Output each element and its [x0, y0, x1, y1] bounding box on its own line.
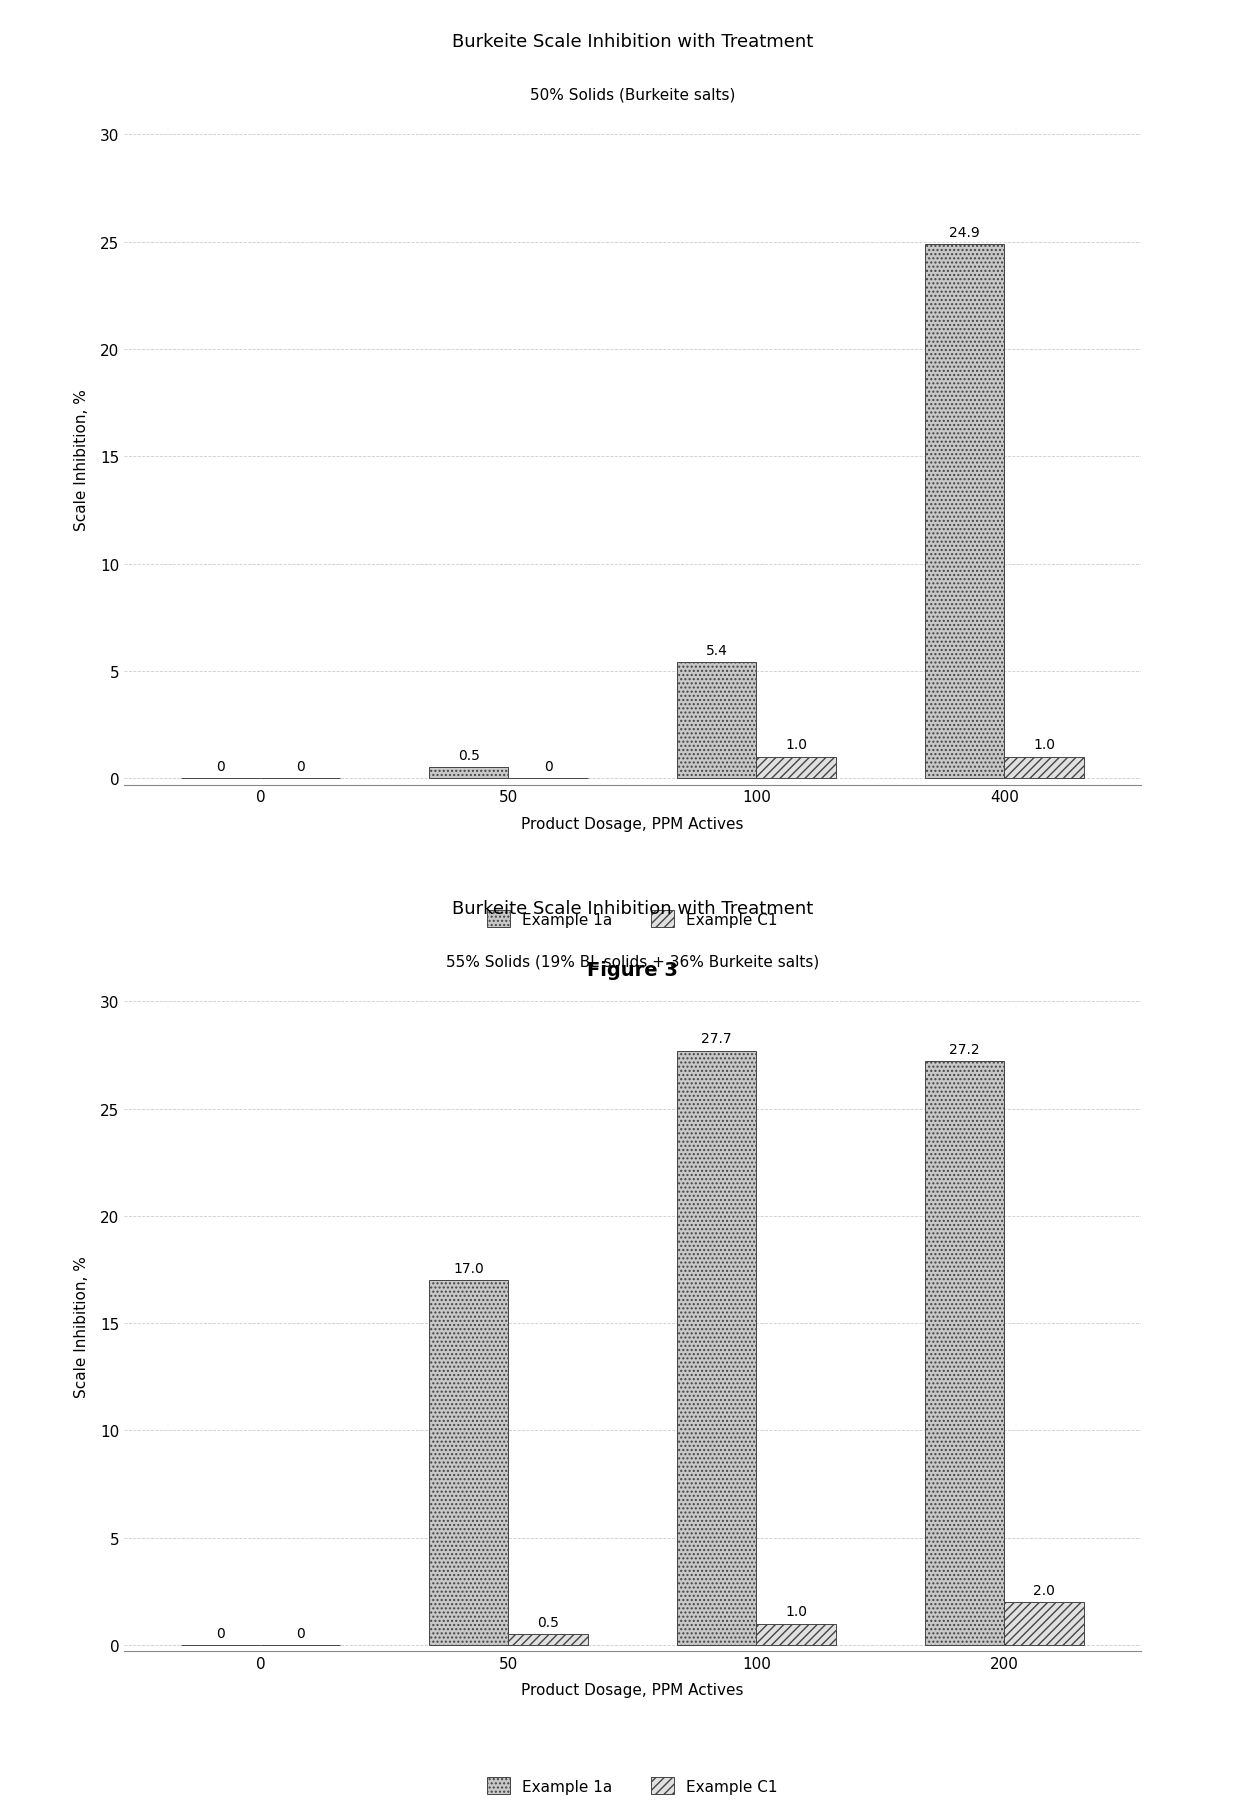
- Text: Burkeite Scale Inhibition with Treatment: Burkeite Scale Inhibition with Treatment: [451, 899, 813, 917]
- Bar: [429, 1280, 508, 1644]
- Text: Burkeite Scale Inhibition with Treatment: Burkeite Scale Inhibition with Treatment: [451, 32, 813, 51]
- Bar: [925, 245, 1004, 778]
- Text: 1.0: 1.0: [785, 738, 807, 753]
- Text: 0: 0: [295, 1626, 305, 1639]
- Legend: Example 1a, Example C1: Example 1a, Example C1: [480, 902, 785, 935]
- Text: 2.0: 2.0: [1033, 1583, 1055, 1597]
- X-axis label: Product Dosage, PPM Actives: Product Dosage, PPM Actives: [521, 816, 744, 830]
- Text: 0: 0: [216, 760, 226, 773]
- Y-axis label: Scale Inhibition, %: Scale Inhibition, %: [73, 390, 88, 531]
- Text: 0: 0: [543, 760, 553, 773]
- Bar: [1004, 758, 1084, 778]
- Text: 0.5: 0.5: [458, 749, 480, 764]
- Text: 0: 0: [295, 760, 305, 773]
- Y-axis label: Scale Inhibition, %: Scale Inhibition, %: [73, 1256, 88, 1397]
- Text: Figure 3: Figure 3: [587, 960, 678, 980]
- Text: 27.2: 27.2: [950, 1043, 980, 1056]
- Bar: [1004, 1603, 1084, 1644]
- Bar: [756, 758, 836, 778]
- Text: 55% Solids (19% BL solids + 36% Burkeite salts): 55% Solids (19% BL solids + 36% Burkeite…: [445, 955, 820, 969]
- Text: 0.5: 0.5: [537, 1615, 559, 1630]
- Text: 17.0: 17.0: [454, 1262, 484, 1274]
- Text: 1.0: 1.0: [1033, 738, 1055, 753]
- Text: 24.9: 24.9: [950, 226, 980, 240]
- Text: 27.7: 27.7: [702, 1032, 732, 1045]
- Legend: Example 1a, Example C1: Example 1a, Example C1: [480, 1769, 785, 1801]
- Bar: [677, 1051, 756, 1644]
- Text: 5.4: 5.4: [706, 644, 728, 657]
- X-axis label: Product Dosage, PPM Actives: Product Dosage, PPM Actives: [521, 1682, 744, 1697]
- Bar: [429, 767, 508, 778]
- Text: 0: 0: [216, 1626, 226, 1639]
- Bar: [508, 1634, 588, 1644]
- Bar: [677, 662, 756, 778]
- Bar: [756, 1624, 836, 1644]
- Bar: [925, 1061, 1004, 1644]
- Text: 1.0: 1.0: [785, 1605, 807, 1619]
- Text: 50% Solids (Burkeite salts): 50% Solids (Burkeite salts): [529, 88, 735, 103]
